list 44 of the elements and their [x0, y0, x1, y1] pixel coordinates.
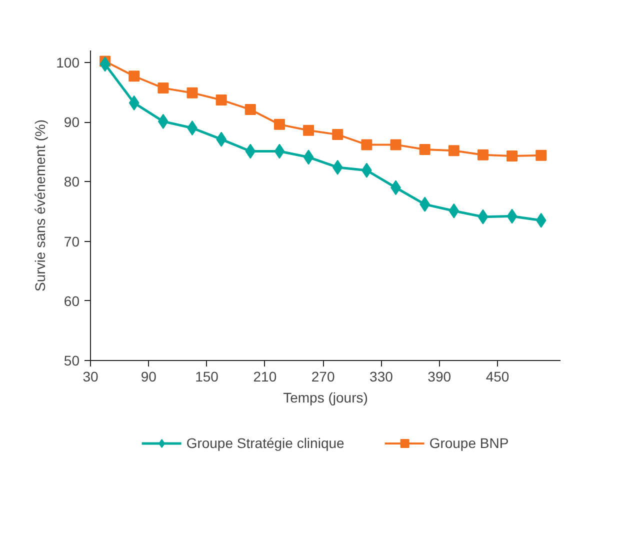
x-tick-label: 30 [82, 368, 98, 384]
point [216, 94, 227, 106]
point [100, 56, 110, 72]
y-tick-label: 70 [64, 233, 80, 250]
point [448, 145, 460, 156]
y-tick-label: 80 [64, 174, 80, 190]
point [332, 129, 344, 140]
y-tick-label: 100 [56, 54, 80, 70]
point [390, 139, 402, 150]
point [128, 95, 140, 110]
point [536, 212, 546, 228]
point [158, 82, 169, 94]
point [477, 149, 488, 160]
x-tick-label: 150 [195, 368, 219, 384]
point [506, 150, 518, 162]
point [506, 208, 518, 224]
point [303, 150, 314, 165]
point [244, 104, 256, 116]
point [419, 144, 430, 155]
point [186, 87, 198, 98]
point [303, 124, 314, 136]
point [448, 203, 460, 218]
y-tick-label: 60 [64, 292, 80, 309]
point [332, 160, 343, 175]
point [187, 120, 198, 136]
point [361, 139, 372, 150]
point [274, 118, 285, 130]
x-tick-label: 330 [370, 368, 394, 384]
point [274, 144, 285, 159]
y-axis-title: Survie sans événement (%) [32, 120, 48, 292]
x-tick-label: 210 [253, 368, 277, 384]
y-tick-label: 50 [64, 352, 80, 368]
x-axis-title: Temps (jours) [283, 390, 368, 406]
legend-label: Groupe BNP [429, 435, 509, 451]
x-tick-label: 90 [140, 368, 157, 384]
x-tick-label: 390 [428, 368, 452, 384]
y-tick-label: 90 [64, 114, 80, 130]
legend-label: Groupe Stratégie clinique [186, 435, 344, 451]
x-tick-label: 270 [311, 368, 335, 384]
x-tick-label: 450 [486, 368, 510, 384]
point [245, 144, 256, 159]
point [536, 150, 547, 161]
point [128, 70, 140, 82]
point [478, 209, 488, 224]
